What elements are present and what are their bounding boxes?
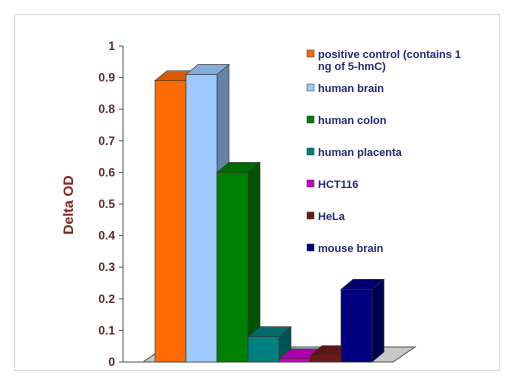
bar-front (278, 358, 311, 363)
y-tick-label: 0.9 (98, 71, 115, 85)
bar (247, 326, 292, 363)
y-tick-label: 0.6 (98, 165, 115, 179)
legend-swatch (306, 83, 315, 92)
y-axis: 0 0.1 0.2 0.3 0.4 0.5 0.6 0.7 0.8 0.9 1 (98, 39, 143, 369)
legend-swatch (306, 211, 315, 220)
y-tick-label: 0 (108, 355, 115, 369)
bar-front (340, 289, 373, 363)
legend-item: human placenta (306, 147, 403, 159)
legend-label: mouse brain (318, 243, 384, 255)
y-tick-label: 0.4 (98, 229, 115, 243)
bar-side (371, 278, 385, 363)
legend-label: HeLa (318, 211, 346, 223)
legend-label: human brain (318, 83, 384, 95)
legend-item: human colon (306, 115, 387, 127)
legend-item: HCT116 (306, 179, 358, 191)
y-tick-label: 1 (108, 39, 115, 53)
legend-swatch (306, 179, 315, 188)
legend-label: HCT116 (318, 179, 358, 191)
y-tick-label: 0.3 (98, 260, 115, 274)
y-tick-label: 0.2 (98, 292, 115, 306)
bar-front (154, 80, 187, 363)
bars (154, 63, 385, 363)
chart-frame: 0 0.1 0.2 0.3 0.4 0.5 0.6 0.7 0.8 0.9 1 Delta OD p… (14, 14, 500, 371)
bar-chart: 0 0.1 0.2 0.3 0.4 0.5 0.6 0.7 0.8 0.9 1 Delta OD p… (60, 39, 461, 369)
legend-swatch (306, 49, 315, 58)
y-tick-label: 0.8 (98, 102, 115, 116)
y-tick-label: 0.1 (98, 323, 115, 337)
bar-front (309, 355, 342, 363)
legend-label: human colon (318, 115, 387, 127)
legend-label: positive control (contains 1 ng of 5-hmC) (318, 49, 461, 73)
legend-item: positive control (contains 1 ng of 5-hmC) (306, 49, 461, 73)
bar-front (185, 74, 218, 363)
legend-label: human placenta (318, 147, 403, 159)
bar-front (216, 172, 249, 363)
legend-item: HeLa (306, 211, 346, 223)
legend: positive control (contains 1 ng of 5-hmC)… (306, 49, 461, 255)
bar (340, 278, 385, 363)
y-tick-label: 0.5 (98, 197, 115, 211)
bar-front (247, 336, 280, 363)
legend-swatch (306, 147, 315, 156)
y-axis-label: Delta OD (60, 175, 76, 234)
bar (216, 161, 261, 363)
legend-swatch (306, 115, 315, 124)
legend-item: mouse brain (306, 243, 384, 255)
legend-swatch (306, 243, 315, 252)
y-tick-label: 0.7 (98, 134, 115, 148)
legend-item: human brain (306, 83, 384, 95)
